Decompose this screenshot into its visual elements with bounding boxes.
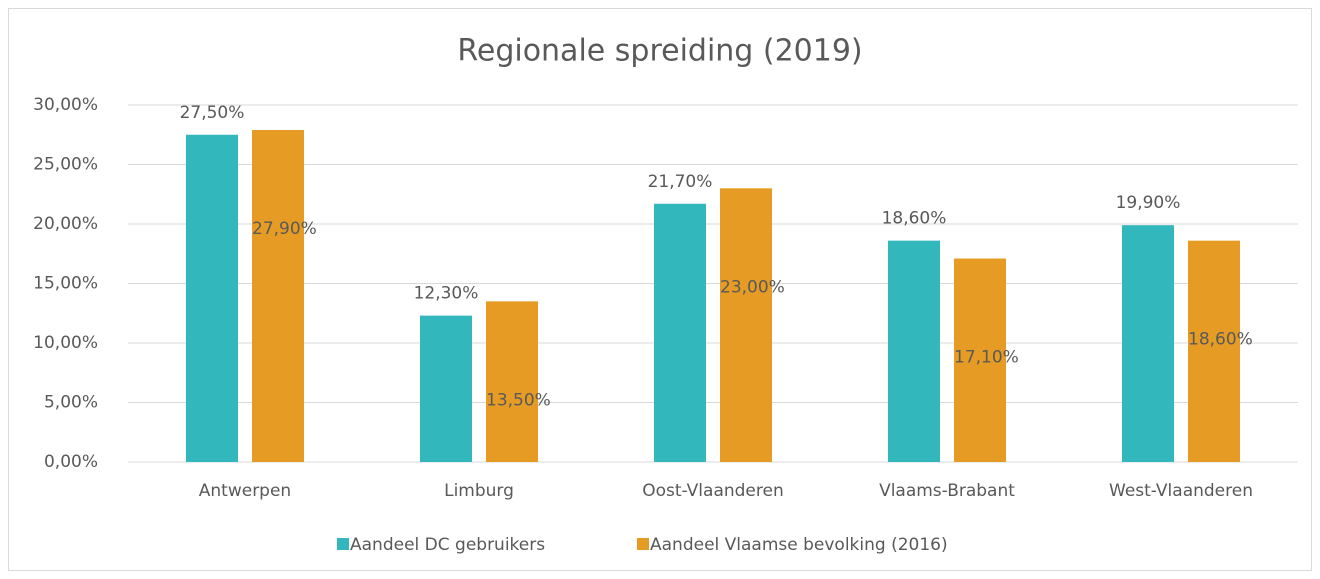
data-label: 19,90% xyxy=(1116,193,1181,213)
x-tick-label: Limburg xyxy=(444,481,514,501)
data-label: 13,50% xyxy=(486,390,551,410)
x-tick-label: Antwerpen xyxy=(199,481,291,501)
data-label: 27,50% xyxy=(180,103,245,123)
bar xyxy=(1188,240,1240,462)
bar xyxy=(486,301,538,462)
y-tick-label: 25,00% xyxy=(33,155,98,175)
data-label: 23,00% xyxy=(720,277,785,297)
bar xyxy=(186,134,238,462)
data-label: 18,60% xyxy=(1188,330,1253,350)
x-tick-label: West-Vlaanderen xyxy=(1109,481,1253,501)
data-label: 12,30% xyxy=(414,284,479,304)
y-tick-label: 10,00% xyxy=(33,333,98,353)
bar xyxy=(888,240,940,462)
bar xyxy=(720,188,772,463)
x-tick-label: Oost-Vlaanderen xyxy=(642,481,784,501)
data-label: 21,70% xyxy=(648,172,713,192)
bar xyxy=(420,315,472,462)
x-tick-label: Vlaams-Brabant xyxy=(879,481,1015,501)
chart-title: Regionale spreiding (2019) xyxy=(457,34,862,69)
bar xyxy=(954,258,1006,462)
data-label: 18,60% xyxy=(882,209,947,229)
y-tick-label: 0,00% xyxy=(44,452,98,472)
legend-label: Aandeel DC gebruikers xyxy=(350,535,545,555)
legend-swatch xyxy=(337,538,349,550)
legend-label: Aandeel Vlaamse bevolking (2016) xyxy=(650,535,948,555)
bar xyxy=(252,129,304,463)
bar xyxy=(1122,225,1174,462)
y-tick-label: 20,00% xyxy=(33,214,98,234)
data-label: 27,90% xyxy=(252,219,317,239)
y-tick-label: 5,00% xyxy=(44,393,98,413)
bar xyxy=(654,203,706,462)
data-label: 17,10% xyxy=(954,348,1019,368)
y-tick-label: 15,00% xyxy=(33,274,98,294)
y-tick-label: 30,00% xyxy=(33,95,98,115)
legend-swatch xyxy=(637,538,649,550)
